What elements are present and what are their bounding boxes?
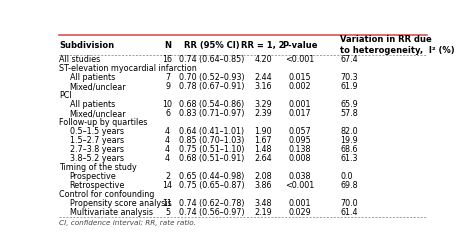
Text: 2: 2 (165, 172, 170, 181)
Text: 14: 14 (163, 181, 173, 190)
Text: Mixed/unclear: Mixed/unclear (70, 109, 126, 118)
Text: Variation in RR due
to heterogeneity,  I² (%): Variation in RR due to heterogeneity, I²… (340, 35, 455, 55)
Text: 9: 9 (165, 82, 170, 91)
Text: ST-elevation myocardial infarction: ST-elevation myocardial infarction (59, 65, 197, 73)
Text: 0.83 (0.71–0.97): 0.83 (0.71–0.97) (179, 109, 245, 118)
Text: All patients: All patients (70, 73, 115, 82)
Text: 10: 10 (163, 100, 173, 109)
Text: 0.74 (0.64–0.85): 0.74 (0.64–0.85) (179, 55, 245, 65)
Text: 0.038: 0.038 (289, 172, 311, 181)
Text: 1.5–2.7 years: 1.5–2.7 years (70, 136, 124, 145)
Text: 4: 4 (165, 127, 170, 136)
Text: 0.74 (0.56–0.97): 0.74 (0.56–0.97) (179, 208, 245, 216)
Text: Control for confounding: Control for confounding (59, 190, 155, 199)
Text: 1.67: 1.67 (255, 136, 272, 145)
Text: 0.095: 0.095 (289, 136, 311, 145)
Text: 0.138: 0.138 (289, 145, 311, 154)
Text: Subdivision: Subdivision (59, 41, 114, 50)
Text: 3.16: 3.16 (255, 82, 272, 91)
Text: 69.8: 69.8 (340, 181, 358, 190)
Text: 0.057: 0.057 (289, 127, 311, 136)
Text: 3.48: 3.48 (255, 199, 272, 208)
Text: P-value: P-value (282, 41, 318, 50)
Text: 70.0: 70.0 (340, 199, 358, 208)
Text: 0.68 (0.54–0.86): 0.68 (0.54–0.86) (179, 100, 244, 109)
Text: 11: 11 (163, 199, 173, 208)
Text: RR = 1, 2: RR = 1, 2 (241, 41, 285, 50)
Text: 0.001: 0.001 (289, 199, 311, 208)
Text: 5: 5 (165, 208, 170, 216)
Text: 16: 16 (163, 55, 173, 65)
Text: 0.85 (0.70–1.03): 0.85 (0.70–1.03) (179, 136, 245, 145)
Text: 0.75 (0.65–0.87): 0.75 (0.65–0.87) (179, 181, 245, 190)
Text: <0.001: <0.001 (285, 55, 314, 65)
Text: 1.48: 1.48 (255, 145, 272, 154)
Text: Prospective: Prospective (70, 172, 116, 181)
Text: 0.68 (0.51–0.91): 0.68 (0.51–0.91) (179, 154, 245, 163)
Text: 0.002: 0.002 (289, 82, 311, 91)
Text: 65.9: 65.9 (340, 100, 358, 109)
Text: 4.20: 4.20 (255, 55, 272, 65)
Text: 4: 4 (165, 136, 170, 145)
Text: <0.001: <0.001 (285, 181, 314, 190)
Text: 2.7–3.8 years: 2.7–3.8 years (70, 145, 124, 154)
Text: 0.029: 0.029 (289, 208, 311, 216)
Text: 0.001: 0.001 (289, 100, 311, 109)
Text: 4: 4 (165, 154, 170, 163)
Text: 68.6: 68.6 (340, 145, 358, 154)
Text: 0.017: 0.017 (289, 109, 311, 118)
Text: 0.70 (0.52–0.93): 0.70 (0.52–0.93) (179, 73, 245, 82)
Text: 2.19: 2.19 (254, 208, 272, 216)
Text: 67.4: 67.4 (340, 55, 358, 65)
Text: 0.5–1.5 years: 0.5–1.5 years (70, 127, 124, 136)
Text: RR (95% CI): RR (95% CI) (184, 41, 239, 50)
Text: Retrospective: Retrospective (70, 181, 125, 190)
Text: 2.44: 2.44 (255, 73, 272, 82)
Text: 82.0: 82.0 (340, 127, 358, 136)
Text: 3.86: 3.86 (255, 181, 272, 190)
Text: 2.39: 2.39 (254, 109, 272, 118)
Text: 70.3: 70.3 (340, 73, 358, 82)
Text: Propensity score analysis: Propensity score analysis (70, 199, 171, 208)
Text: N: N (164, 41, 171, 50)
Text: 61.4: 61.4 (340, 208, 358, 216)
Text: 3.8–5.2 years: 3.8–5.2 years (70, 154, 124, 163)
Text: 0.78 (0.67–0.91): 0.78 (0.67–0.91) (179, 82, 245, 91)
Text: 6: 6 (165, 109, 170, 118)
Text: All patients: All patients (70, 100, 115, 109)
Text: CI, confidence interval; RR, rate ratio.: CI, confidence interval; RR, rate ratio. (59, 219, 196, 226)
Text: All studies: All studies (59, 55, 100, 65)
Text: 0.74 (0.62–0.78): 0.74 (0.62–0.78) (179, 199, 245, 208)
Text: Multivariate analysis: Multivariate analysis (70, 208, 153, 216)
Text: 61.9: 61.9 (340, 82, 358, 91)
Text: 57.8: 57.8 (340, 109, 358, 118)
Text: 0.65 (0.44–0.98): 0.65 (0.44–0.98) (179, 172, 245, 181)
Text: Follow-up by quartiles: Follow-up by quartiles (59, 118, 147, 127)
Text: 0.008: 0.008 (289, 154, 311, 163)
Text: Timing of the study: Timing of the study (59, 163, 137, 172)
Text: 0.015: 0.015 (289, 73, 311, 82)
Text: 0.75 (0.51–1.10): 0.75 (0.51–1.10) (179, 145, 245, 154)
Text: 0.64 (0.41–1.01): 0.64 (0.41–1.01) (179, 127, 244, 136)
Text: Mixed/unclear: Mixed/unclear (70, 82, 126, 91)
Text: 1.90: 1.90 (255, 127, 272, 136)
Text: 0.0: 0.0 (340, 172, 353, 181)
Text: 2.64: 2.64 (255, 154, 272, 163)
Text: PCI: PCI (59, 91, 72, 100)
Text: 19.9: 19.9 (340, 136, 358, 145)
Text: 4: 4 (165, 145, 170, 154)
Text: 61.3: 61.3 (340, 154, 358, 163)
Text: 2.08: 2.08 (255, 172, 272, 181)
Text: 3.29: 3.29 (254, 100, 272, 109)
Text: 7: 7 (165, 73, 170, 82)
